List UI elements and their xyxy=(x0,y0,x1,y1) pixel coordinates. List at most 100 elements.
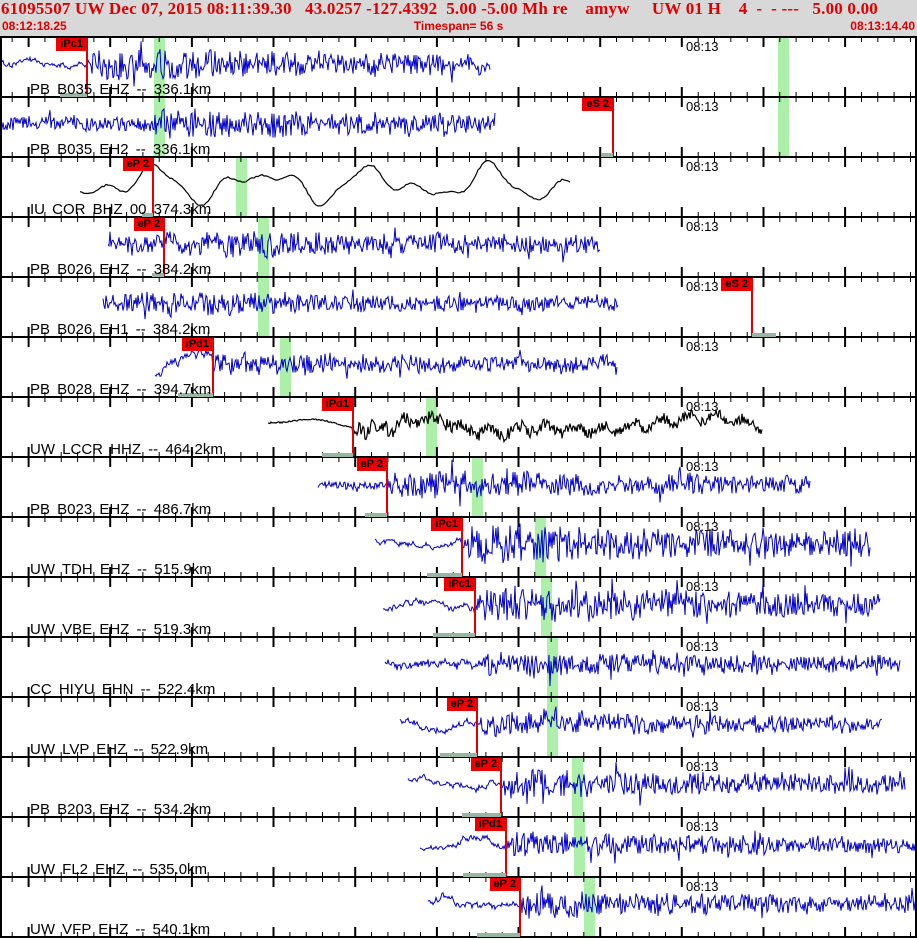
phase-pick-flag[interactable]: eP 2 xyxy=(133,218,164,231)
phase-pick-line xyxy=(152,158,154,216)
phase-pick-line xyxy=(612,98,614,156)
seismogram-waveform xyxy=(11,698,911,756)
theoretical-arrival-highlight xyxy=(574,818,585,876)
phase-pick-line xyxy=(386,458,388,516)
phase-pick-line xyxy=(476,698,478,756)
phase-pick-line xyxy=(751,278,753,336)
phase-pick-flag[interactable]: eP 2 xyxy=(489,878,520,891)
waveform-trace xyxy=(102,289,619,320)
phase-pick-flag[interactable]: eP 2 xyxy=(356,458,387,471)
right-frame-border xyxy=(915,578,917,636)
waveform-trace xyxy=(399,706,882,738)
waveform-trace xyxy=(384,649,901,687)
station-label: PB B026 EHZ -- 384.2km xyxy=(30,261,212,278)
left-frame-border xyxy=(0,338,2,396)
phase-pick-flag[interactable]: iPd1 xyxy=(474,818,506,831)
station-label: UW TDH EHZ -- 515.9km xyxy=(30,561,212,578)
trace-row-13[interactable]: PB B203 EHZ -- 534.2km 08:13 eP 2 xyxy=(0,758,917,818)
seismogram-waveform xyxy=(11,638,911,696)
phase-pick-flag[interactable]: eP 2 xyxy=(470,758,501,771)
minute-time-label: 08:13 xyxy=(686,699,719,714)
trace-row-6[interactable]: PB B028 EHZ -- 394.7km 08:13 iPd1 xyxy=(0,338,917,398)
trace-row-1[interactable]: PB B035 EHZ -- 336.1km 08:13 iPc1 xyxy=(0,38,917,98)
coda-duration-marker xyxy=(462,813,501,817)
left-frame-border xyxy=(0,398,2,456)
right-frame-border xyxy=(915,698,917,756)
waveform-trace xyxy=(382,578,881,624)
station-label: PB B035 EH2 -- 336.1km xyxy=(30,141,211,158)
trace-row-15[interactable]: UW VFP EHZ -- 540.1km 08:13 eP 2 xyxy=(0,878,917,938)
coda-duration-marker xyxy=(152,273,164,277)
phase-pick-line xyxy=(163,218,165,276)
timespan-label: Timespan= 56 s xyxy=(413,19,504,33)
phase-pick-flag[interactable]: iPc1 xyxy=(431,518,462,531)
right-frame-border xyxy=(915,158,917,216)
phase-pick-line xyxy=(352,398,354,456)
phase-pick-flag[interactable]: iPd1 xyxy=(181,338,213,351)
waveform-trace xyxy=(154,348,618,379)
right-frame-border xyxy=(915,458,917,516)
station-label: UW LVP EHZ -- 522.9km xyxy=(30,741,209,758)
left-frame-border xyxy=(0,878,2,936)
trace-row-7[interactable]: UW LCCR HHZ -- 464.2km 08:13 iPd1 xyxy=(0,398,917,458)
right-frame-border xyxy=(915,38,917,96)
minute-time-label: 08:13 xyxy=(686,399,719,414)
coda-duration-marker xyxy=(178,393,213,397)
station-label: PB B035 EHZ -- 336.1km xyxy=(30,81,212,98)
theoretical-arrival-highlight xyxy=(426,398,437,456)
right-frame-border xyxy=(915,218,917,276)
minute-time-label: 08:13 xyxy=(686,579,719,594)
minute-time-label: 08:13 xyxy=(686,519,719,534)
theoretical-arrival-highlight xyxy=(472,458,483,516)
left-frame-border xyxy=(0,98,2,156)
coda-duration-marker xyxy=(142,213,153,217)
phase-pick-flag[interactable]: eS 2 xyxy=(721,278,752,291)
trace-row-8[interactable]: PB B023 EHZ -- 486.7km 08:13 eP 2 xyxy=(0,458,917,518)
seismogram-waveform xyxy=(11,458,911,516)
coda-duration-marker xyxy=(322,453,353,457)
trace-row-2[interactable]: PB B035 EH2 -- 336.1km 08:13 eS 2 xyxy=(0,98,917,158)
window-start-time: 08:12:18.25 xyxy=(2,19,67,33)
trace-row-9[interactable]: UW TDH EHZ -- 515.9km 08:13 iPc1 xyxy=(0,518,917,578)
trace-row-10[interactable]: UW VBE EHZ -- 519.3km 08:13 iPc1 xyxy=(0,578,917,638)
waveform-trace xyxy=(0,107,496,139)
theoretical-arrival-highlight xyxy=(572,758,583,816)
phase-pick-line xyxy=(212,338,214,396)
left-frame-border xyxy=(0,698,2,756)
trace-row-4[interactable]: PB B026 EHZ -- 384.2km 08:13 eP 2 xyxy=(0,218,917,278)
theoretical-arrival-highlight xyxy=(154,98,165,156)
left-frame-border xyxy=(0,38,2,96)
right-frame-border xyxy=(915,98,917,156)
right-frame-border xyxy=(915,398,917,456)
waveform-trace xyxy=(419,830,917,864)
phase-pick-flag[interactable]: iPc1 xyxy=(444,578,475,591)
minute-time-label: 08:13 xyxy=(686,279,719,294)
theoretical-arrival-highlight xyxy=(778,38,789,96)
waveform-trace xyxy=(0,41,491,87)
minute-time-label: 08:13 xyxy=(686,219,719,234)
phase-pick-flag[interactable]: eP 2 xyxy=(122,158,153,171)
phase-pick-flag[interactable]: eS 2 xyxy=(582,98,613,111)
coda-duration-marker xyxy=(433,633,475,637)
minute-time-label: 08:13 xyxy=(686,819,719,834)
station-label: PB B023 EHZ -- 486.7km xyxy=(30,501,212,518)
trace-row-11[interactable]: CC HIYU EHN -- 522.4km 08:13 xyxy=(0,638,917,698)
coda-duration-marker xyxy=(477,933,520,937)
phase-pick-flag[interactable]: iPc1 xyxy=(56,38,87,51)
left-frame-border xyxy=(0,278,2,336)
phase-pick-flag[interactable]: eP 2 xyxy=(446,698,477,711)
trace-row-12[interactable]: UW LVP EHZ -- 522.9km 08:13 eP 2 xyxy=(0,698,917,758)
phase-pick-flag[interactable]: iPd1 xyxy=(321,398,353,411)
minute-time-label: 08:13 xyxy=(686,459,719,474)
right-frame-border xyxy=(915,758,917,816)
right-frame-border xyxy=(915,818,917,876)
left-frame-border xyxy=(0,458,2,516)
trace-row-14[interactable]: UW FL2 EHZ -- 535.0km 08:13 iPd1 xyxy=(0,818,917,878)
trace-row-5[interactable]: PB B026 EH1 -- 384.2km 08:13 eS 2 xyxy=(0,278,917,338)
minute-time-label: 08:13 xyxy=(686,99,719,114)
trace-row-3[interactable]: IU COR BHZ 00 374.3km 08:13 eP 2 xyxy=(0,158,917,218)
phase-pick-line xyxy=(86,38,88,96)
minute-time-label: 08:13 xyxy=(686,639,719,654)
station-label: UW LCCR HHZ -- 464.2km xyxy=(30,441,223,458)
coda-duration-marker xyxy=(440,753,477,757)
